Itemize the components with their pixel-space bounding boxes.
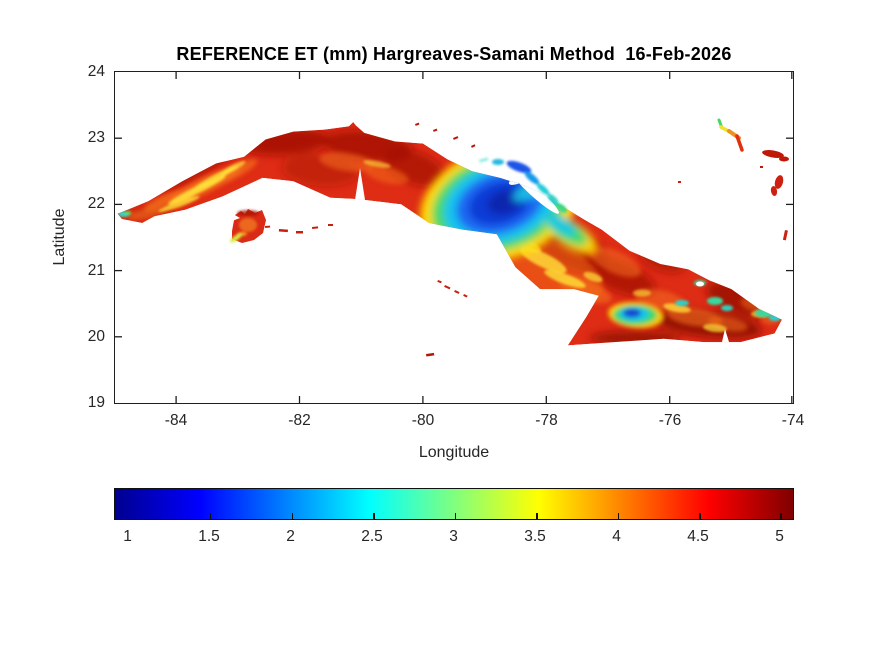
colorbar-tick-label: 1 bbox=[123, 528, 132, 545]
y-tick-label: 24 bbox=[87, 63, 105, 80]
axis-ticks bbox=[114, 71, 793, 403]
colorbar-tick bbox=[780, 512, 782, 519]
colorbar-tick bbox=[373, 512, 375, 519]
y-axis-label: Latitude bbox=[51, 208, 68, 266]
colorbar-tick bbox=[536, 512, 538, 519]
x-tick-label: -84 bbox=[164, 412, 188, 429]
colorbar-tick bbox=[128, 512, 131, 519]
cuba-et-map bbox=[114, 71, 793, 403]
y-tick-label: 22 bbox=[87, 195, 105, 213]
y-tick-label: 20 bbox=[87, 327, 105, 345]
x-axis-label: Longitude bbox=[418, 444, 490, 461]
colorbar bbox=[113, 487, 794, 520]
plot-area bbox=[113, 70, 794, 404]
colorbar-tick-label: 3 bbox=[449, 528, 458, 545]
x-tick-label: -80 bbox=[411, 412, 435, 429]
y-tick-label: 21 bbox=[87, 261, 105, 279]
colorbar-tick bbox=[291, 512, 294, 519]
x-tick-label: -74 bbox=[781, 412, 805, 429]
x-tick-label: -82 bbox=[288, 412, 311, 429]
x-tick-label: -76 bbox=[658, 412, 682, 429]
colorbar-tick bbox=[699, 512, 701, 519]
colorbar-tick-label: 2 bbox=[286, 528, 295, 545]
colorbar-tick-label: 4.5 bbox=[687, 528, 709, 545]
colorbar-tick-label: 1.5 bbox=[198, 528, 220, 545]
figure-title: REFERENCE ET (mm) Hargreaves-Samani Meth… bbox=[176, 44, 732, 64]
colorbar-tick-label: 2.5 bbox=[361, 528, 383, 545]
x-tick-label: -78 bbox=[535, 412, 558, 429]
colorbar-tick-label: 4 bbox=[612, 528, 621, 545]
colorbar-tick bbox=[454, 512, 457, 519]
colorbar-tick bbox=[617, 512, 619, 519]
colorbar-tick bbox=[209, 512, 212, 519]
colorbar-tick-label: 3.5 bbox=[524, 528, 546, 545]
colorbar-tick-label: 5 bbox=[775, 528, 784, 545]
y-tick-label: 23 bbox=[87, 129, 105, 147]
y-tick-label: 19 bbox=[87, 394, 105, 411]
